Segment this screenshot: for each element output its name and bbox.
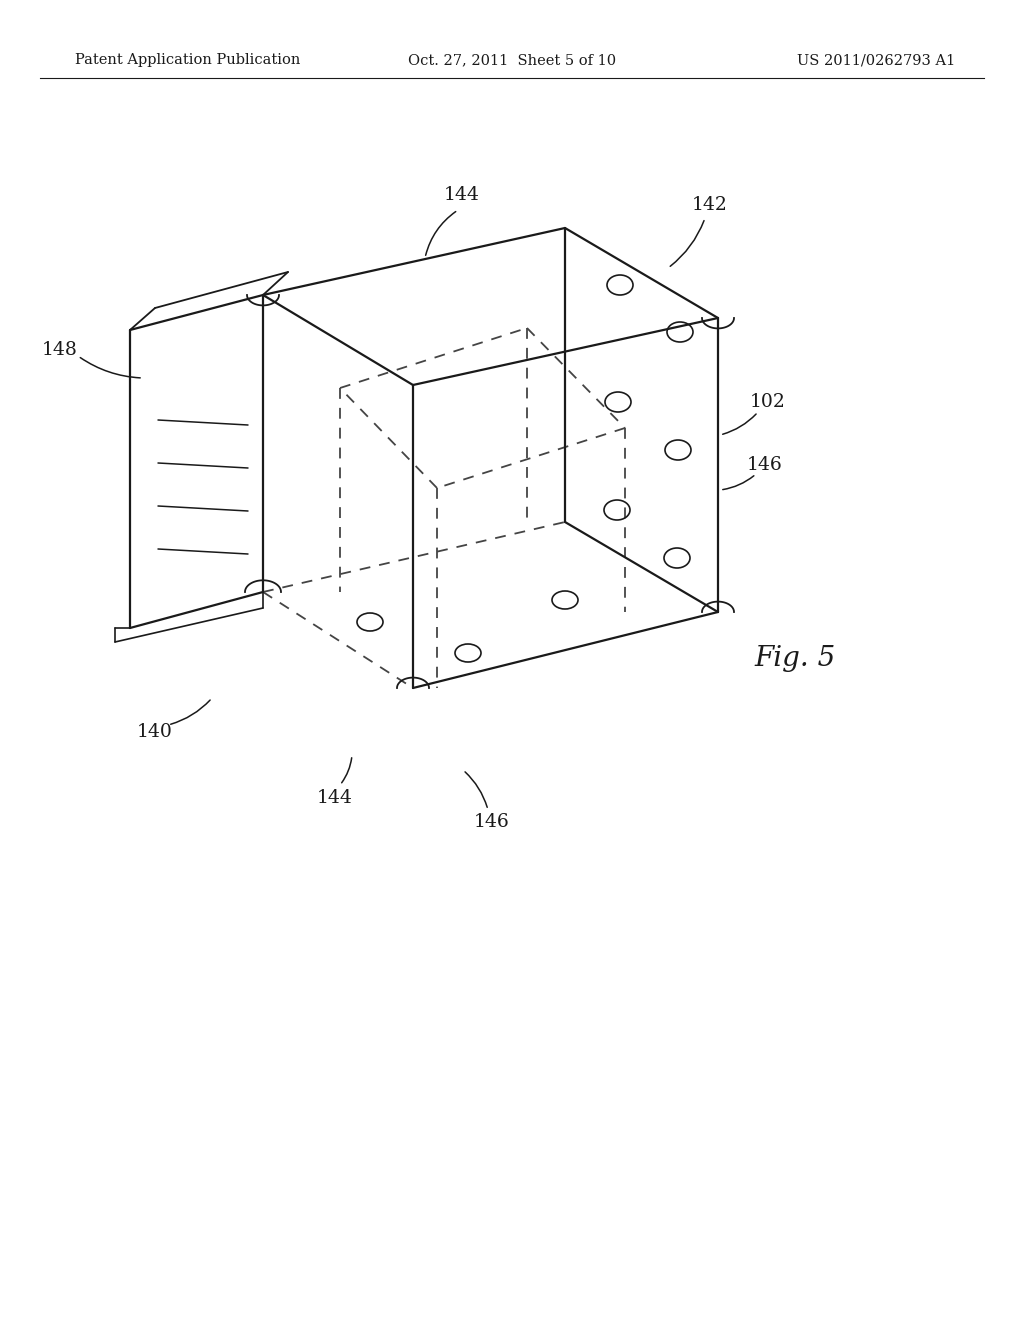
Text: 140: 140 <box>137 723 173 741</box>
Text: 146: 146 <box>474 813 510 832</box>
Text: Patent Application Publication: Patent Application Publication <box>75 53 300 67</box>
Text: 144: 144 <box>444 186 480 205</box>
Text: 142: 142 <box>692 195 728 214</box>
Text: 146: 146 <box>748 455 783 474</box>
Text: 148: 148 <box>42 341 78 359</box>
Text: 144: 144 <box>317 789 353 807</box>
Text: 102: 102 <box>750 393 786 411</box>
Text: Fig. 5: Fig. 5 <box>755 644 836 672</box>
Text: Oct. 27, 2011  Sheet 5 of 10: Oct. 27, 2011 Sheet 5 of 10 <box>408 53 616 67</box>
Text: US 2011/0262793 A1: US 2011/0262793 A1 <box>797 53 955 67</box>
